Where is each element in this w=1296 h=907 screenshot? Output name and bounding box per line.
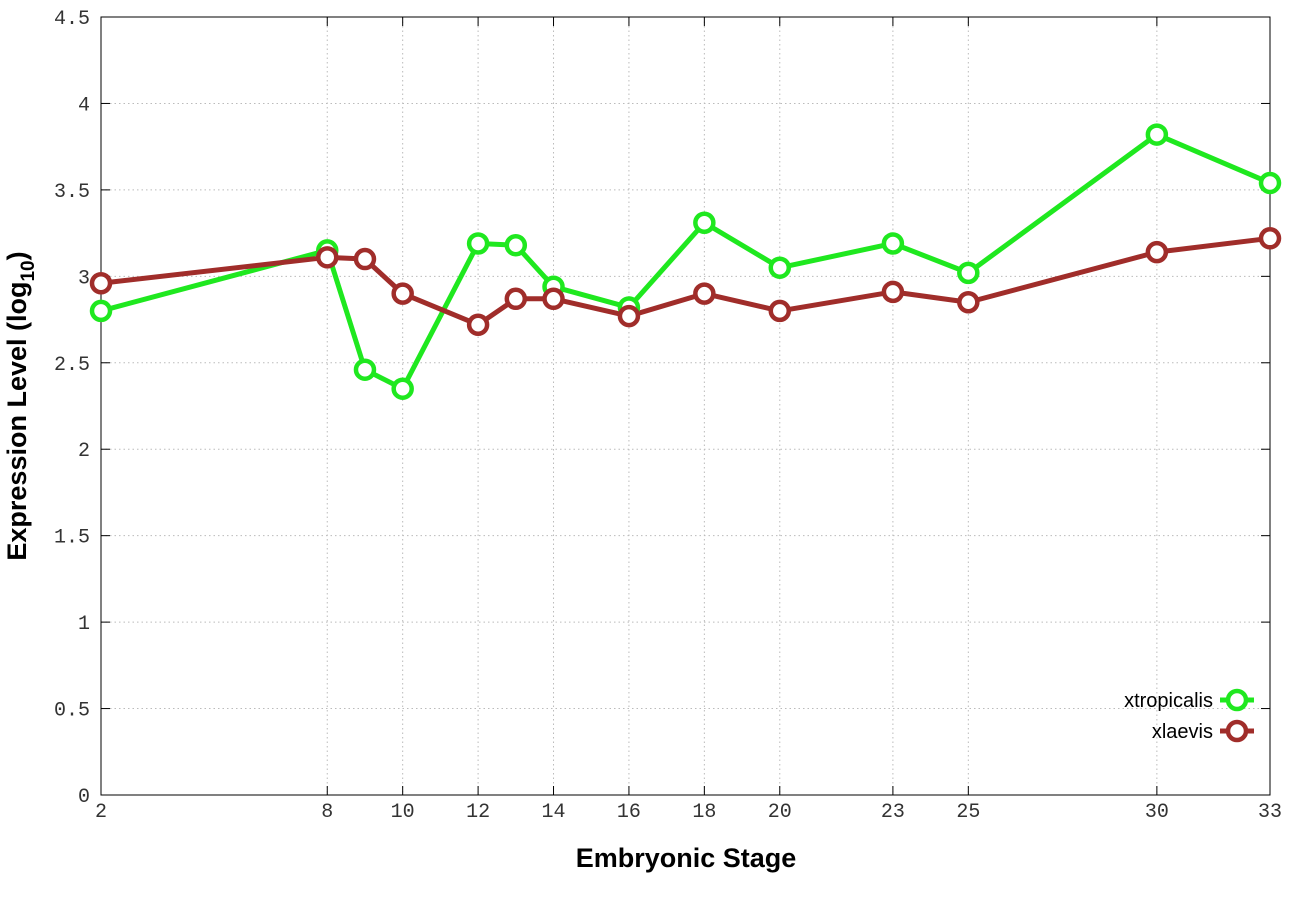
y-tick-label: 2 [78,440,90,463]
series-marker [768,256,792,279]
series-marker [1258,171,1282,195]
y-axis-title: Expression Level (log10) [2,251,39,560]
x-tick-label: 23 [881,801,905,824]
y-tick-label: 1 [78,613,90,636]
series-marker [768,299,792,323]
legend-marker [1225,719,1249,743]
y-tick-label: 1.5 [54,527,90,550]
x-tick-label: 2 [95,801,107,824]
series-marker [1145,240,1169,264]
series-marker [1258,227,1282,250]
plot-border [100,16,1271,796]
x-tick-label: 25 [956,801,980,824]
y-tick-label: 2.5 [54,354,90,377]
series-marker [89,299,113,323]
y-tick-label: 3 [78,267,90,290]
series-marker [957,261,980,285]
series-marker [353,247,377,271]
series-marker [466,313,490,336]
x-tick-label: 30 [1145,801,1169,824]
series-marker [391,282,414,305]
series-marker [504,287,528,311]
legend-label: xlaevis [1152,721,1213,743]
legend-label: xtropicalis [1124,690,1213,712]
x-tick-label: 33 [1258,801,1282,824]
series-marker [316,246,339,269]
series-marker [881,280,905,304]
x-tick-label: 10 [391,801,415,824]
series-marker [957,291,980,314]
series-marker [693,282,716,305]
y-tick-label: 3.5 [54,181,90,204]
y-tick-label: 4 [78,94,90,117]
series-marker [1145,123,1169,146]
series-marker [89,271,113,295]
y-axis-title-text: Expression Level (log [2,282,32,561]
series-marker [542,287,565,311]
series-marker [466,232,490,255]
y-axis-title-subscript: 10 [18,260,39,281]
y-tick-label: 0 [78,786,90,809]
series-marker [693,211,716,234]
series-marker [881,232,905,255]
x-tick-label: 8 [321,801,333,824]
x-axis-title: Embryonic Stage [576,843,797,873]
x-tick-label: 14 [542,801,566,824]
series-marker [391,377,414,400]
series-line [100,235,1271,328]
x-tick-label: 18 [692,801,716,824]
series-marker [504,233,528,257]
x-tick-label: 12 [466,801,490,824]
y-axis-title-end: ) [2,251,32,260]
y-tick-label: 4.5 [54,8,90,31]
series-marker [353,358,377,381]
x-tick-label: 16 [617,801,641,824]
y-tick-label: 0.5 [54,700,90,723]
series-marker [617,304,641,328]
legend-marker [1225,688,1249,712]
x-tick-label: 20 [768,801,792,824]
